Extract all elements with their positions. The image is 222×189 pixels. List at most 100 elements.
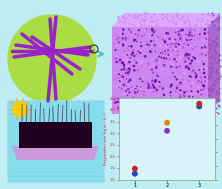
Point	[194, 45, 198, 48]
Point	[213, 49, 216, 52]
Point	[127, 110, 131, 113]
Point	[156, 36, 160, 39]
Point	[133, 99, 137, 102]
Point	[137, 29, 141, 32]
Point	[210, 24, 214, 27]
Point	[186, 28, 190, 31]
Point	[160, 97, 163, 100]
Point	[140, 45, 143, 48]
Point	[164, 45, 168, 48]
Point	[189, 93, 192, 96]
Point	[199, 101, 202, 104]
Point	[149, 40, 153, 43]
Point	[169, 53, 172, 56]
Point	[218, 15, 221, 18]
Point	[174, 21, 178, 24]
Point	[198, 100, 202, 103]
Point	[136, 33, 139, 36]
Point	[166, 16, 169, 19]
Point	[185, 68, 189, 71]
Point	[183, 41, 187, 44]
Point	[149, 35, 152, 38]
Point	[128, 57, 132, 60]
Point	[169, 19, 172, 22]
Point	[129, 67, 132, 70]
Point	[112, 43, 116, 46]
Point	[116, 17, 120, 20]
Point	[175, 22, 178, 25]
Point	[155, 45, 159, 48]
Point	[163, 39, 166, 42]
Point	[208, 73, 212, 76]
Point	[113, 77, 116, 81]
Point	[117, 60, 120, 64]
Point	[217, 58, 221, 61]
Point	[144, 12, 147, 15]
Point	[133, 172, 137, 175]
Point	[176, 105, 179, 108]
Point	[114, 33, 117, 36]
Point	[124, 16, 128, 19]
Point	[114, 38, 118, 41]
Point	[152, 93, 156, 96]
Point	[122, 72, 125, 75]
Point	[147, 62, 151, 65]
Point	[115, 60, 118, 64]
Point	[119, 53, 123, 57]
Point	[116, 106, 119, 109]
Point	[141, 80, 144, 83]
Point	[154, 79, 158, 82]
Point	[125, 84, 128, 88]
Point	[186, 64, 190, 67]
Point	[135, 94, 138, 97]
Point	[204, 37, 208, 40]
Point	[152, 90, 156, 93]
Point	[176, 17, 179, 20]
Point	[147, 86, 151, 89]
Point	[173, 44, 177, 47]
Point	[125, 58, 129, 61]
Point	[119, 54, 123, 57]
Point	[119, 75, 123, 78]
Point	[182, 72, 186, 75]
Point	[185, 90, 189, 93]
Point	[202, 67, 206, 70]
Point	[126, 90, 130, 93]
Point	[122, 92, 126, 95]
FancyBboxPatch shape	[19, 122, 92, 148]
Point	[122, 28, 125, 31]
Point	[123, 103, 127, 106]
Point	[125, 69, 129, 72]
Point	[190, 38, 193, 41]
Polygon shape	[12, 146, 99, 160]
Point	[135, 37, 139, 40]
Point	[140, 89, 143, 92]
Point	[187, 54, 191, 57]
Point	[156, 108, 160, 111]
Point	[179, 56, 182, 59]
Point	[159, 103, 163, 106]
Point	[151, 20, 154, 23]
Point	[147, 69, 151, 72]
Point	[139, 40, 142, 43]
Point	[163, 72, 167, 75]
Point	[125, 46, 128, 49]
Point	[137, 89, 140, 92]
Point	[181, 84, 184, 87]
Point	[168, 28, 172, 31]
Point	[163, 110, 166, 113]
Point	[188, 23, 191, 26]
Point	[117, 41, 121, 44]
Point	[190, 99, 194, 102]
Point	[130, 86, 133, 89]
Point	[153, 13, 156, 16]
Point	[174, 38, 177, 41]
Point	[151, 39, 155, 42]
Point	[190, 70, 194, 73]
Point	[147, 30, 151, 33]
Point	[200, 111, 203, 114]
Point	[122, 64, 126, 67]
Point	[199, 23, 203, 26]
Point	[179, 33, 182, 36]
Point	[186, 44, 190, 47]
